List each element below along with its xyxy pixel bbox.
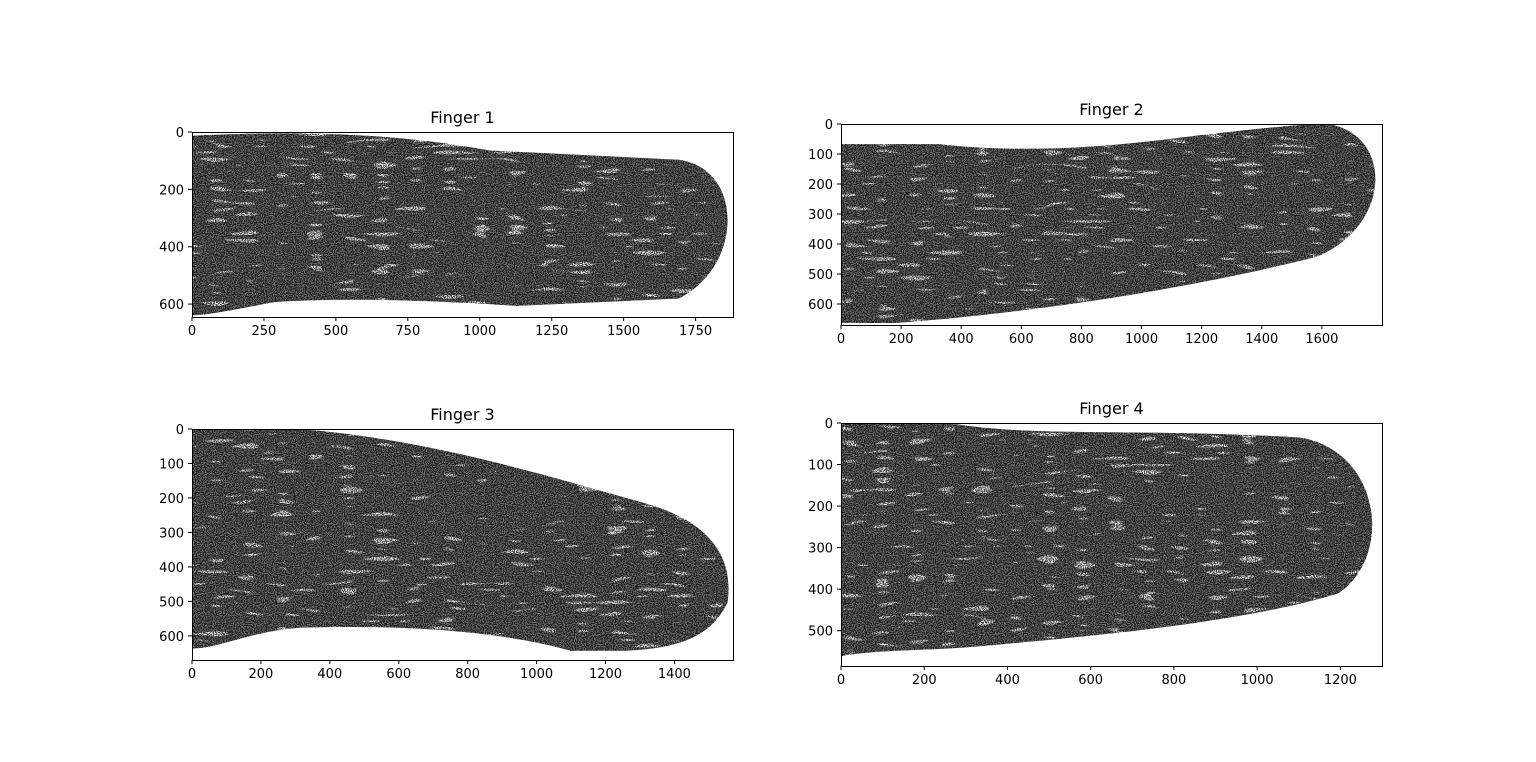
y-tick-label: 300 bbox=[159, 526, 184, 541]
axes-frame bbox=[841, 423, 1383, 667]
y-tick-label: 100 bbox=[808, 459, 833, 474]
x-tick-label: 200 bbox=[889, 332, 914, 347]
panel-finger-4: Finger 4 0 200 400 600 800 1000 1200 0 100 200 300 4… bbox=[808, 399, 1383, 688]
fingerprint-image bbox=[841, 423, 1382, 666]
y-tick-label: 600 bbox=[159, 630, 184, 645]
panel-finger-1: Finger 1 0 250 500 750 1000 1250 1500 1750 0 200 40… bbox=[159, 108, 734, 339]
x-tick-label: 1200 bbox=[589, 667, 622, 682]
y-tick-label: 0 bbox=[825, 118, 833, 133]
x-tick-label: 500 bbox=[323, 324, 348, 339]
x-tick-label: 800 bbox=[1162, 673, 1187, 688]
x-tick-label: 1200 bbox=[1185, 332, 1218, 347]
y-tick-label: 400 bbox=[808, 583, 833, 598]
y-tick-label: 0 bbox=[176, 423, 184, 438]
axes-frame bbox=[841, 124, 1383, 326]
x-tick-label: 800 bbox=[455, 667, 480, 682]
x-tick-label: 1750 bbox=[679, 324, 712, 339]
y-tick-label: 400 bbox=[159, 561, 184, 576]
x-tick-label: 750 bbox=[395, 324, 420, 339]
x-tick-label: 1400 bbox=[658, 667, 691, 682]
x-tick-label: 800 bbox=[1069, 332, 1094, 347]
y-tick-label: 300 bbox=[808, 542, 833, 557]
y-tick-label: 400 bbox=[159, 241, 184, 256]
x-tick-label: 1000 bbox=[463, 324, 496, 339]
axes-frame bbox=[192, 429, 734, 661]
fingerprint-image bbox=[841, 124, 1382, 325]
axes-frame bbox=[192, 132, 734, 318]
y-tick-label: 600 bbox=[159, 298, 184, 313]
panel-finger-2: Finger 2 0 200 400 600 800 1000 1200 1400 1600 0 10… bbox=[808, 100, 1383, 347]
y-tick-label: 400 bbox=[808, 238, 833, 253]
panel-title: Finger 4 bbox=[1079, 399, 1143, 418]
x-tick-label: 1400 bbox=[1245, 332, 1278, 347]
x-tick-label: 0 bbox=[188, 667, 196, 682]
x-tick-label: 600 bbox=[386, 667, 411, 682]
x-tick-label: 400 bbox=[317, 667, 342, 682]
y-tick-label: 100 bbox=[159, 457, 184, 472]
x-tick-label: 200 bbox=[912, 673, 937, 688]
y-tick-label: 200 bbox=[808, 178, 833, 193]
x-tick-label: 1600 bbox=[1305, 332, 1338, 347]
y-tick-label: 200 bbox=[159, 492, 184, 507]
y-tick-label: 100 bbox=[808, 148, 833, 163]
panel-title: Finger 3 bbox=[430, 405, 494, 424]
x-tick-label: 0 bbox=[837, 673, 845, 688]
x-tick-label: 600 bbox=[1009, 332, 1034, 347]
y-tick-label: 0 bbox=[825, 417, 833, 432]
panel-title: Finger 1 bbox=[430, 108, 494, 127]
x-tick-label: 1000 bbox=[520, 667, 553, 682]
x-tick-label: 400 bbox=[995, 673, 1020, 688]
x-tick-label: 0 bbox=[188, 324, 196, 339]
y-tick-label: 200 bbox=[159, 183, 184, 198]
x-tick-label: 1250 bbox=[535, 324, 568, 339]
panel-title: Finger 2 bbox=[1079, 100, 1143, 119]
x-tick-label: 250 bbox=[252, 324, 277, 339]
y-tick-label: 500 bbox=[808, 625, 833, 640]
x-tick-label: 600 bbox=[1078, 673, 1103, 688]
x-tick-label: 1000 bbox=[1241, 673, 1274, 688]
x-tick-label: 1000 bbox=[1125, 332, 1158, 347]
y-tick-label: 500 bbox=[808, 268, 833, 283]
y-tick-label: 500 bbox=[159, 595, 184, 610]
x-tick-label: 400 bbox=[949, 332, 974, 347]
fingerprint-image bbox=[192, 132, 733, 317]
x-tick-label: 200 bbox=[249, 667, 274, 682]
x-tick-label: 0 bbox=[837, 332, 845, 347]
panel-finger-3: Finger 3 0 200 400 600 800 1000 1200 1400 0 100 200… bbox=[159, 405, 734, 682]
x-tick-label: 1500 bbox=[607, 324, 640, 339]
x-tick-label: 1200 bbox=[1324, 673, 1357, 688]
y-tick-label: 600 bbox=[808, 298, 833, 313]
fingerprint-image bbox=[192, 429, 733, 660]
y-tick-label: 200 bbox=[808, 500, 833, 515]
y-tick-label: 0 bbox=[176, 126, 184, 141]
y-tick-label: 300 bbox=[808, 208, 833, 223]
